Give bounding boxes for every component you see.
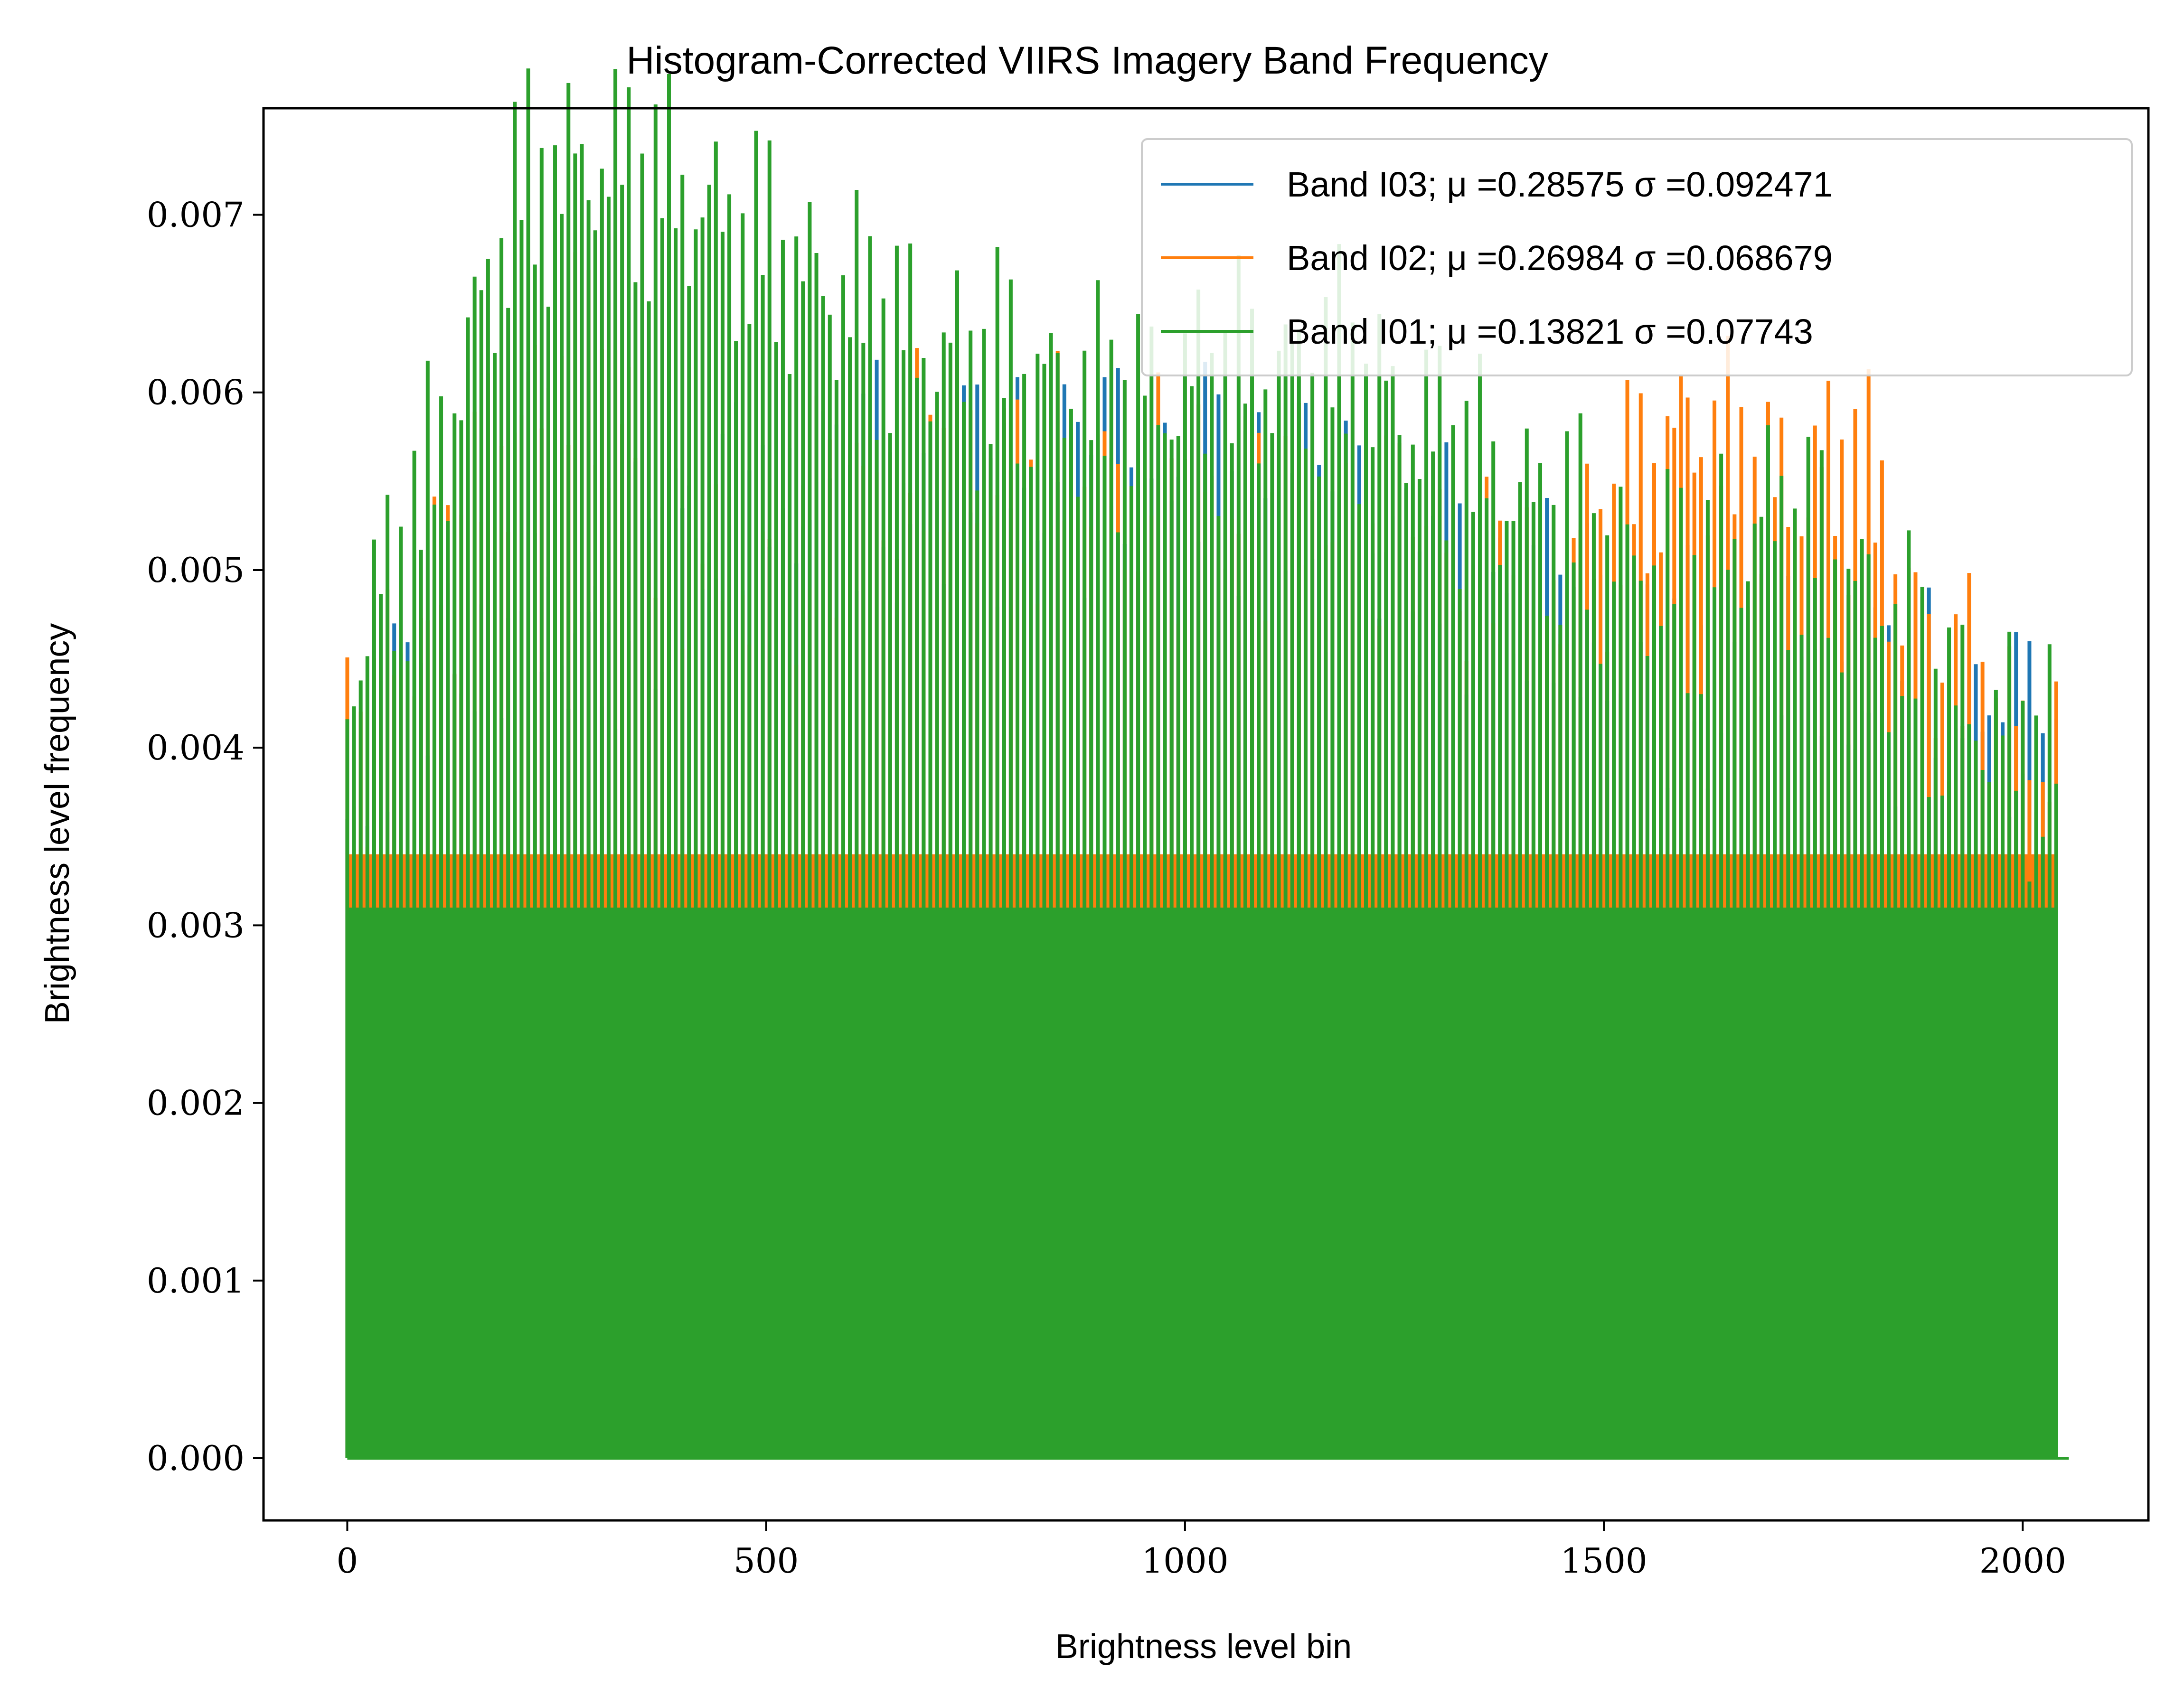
legend-label: Band I02; μ =0.26984 σ =0.068679 — [1287, 238, 1833, 278]
y-tick-label: 0.004 — [147, 728, 245, 768]
x-tick-label: 2000 — [1979, 1541, 2066, 1581]
y-tick-label: 0.002 — [147, 1083, 245, 1123]
y-tick-label: 0.007 — [147, 195, 245, 235]
x-tick-label: 1500 — [1560, 1541, 1647, 1581]
x-tick-label: 500 — [734, 1541, 799, 1581]
x-axis-label: Brightness level bin — [1055, 1628, 1352, 1666]
chart-title: Histogram-Corrected VIIRS Imagery Band F… — [626, 39, 1548, 82]
legend-box — [1141, 138, 2133, 376]
y-tick-label: 0.005 — [147, 550, 245, 590]
x-tick-label: 0 — [337, 1541, 358, 1581]
axes-frame — [262, 107, 2150, 1522]
series-base-fill — [347, 907, 2056, 1459]
axes: 0 500 1000 1500 2000 0.000 0.001 0.002 0.003 0.00… — [147, 107, 2150, 1581]
y-tick-label: 0.001 — [147, 1261, 245, 1301]
y-tick-label: 0.006 — [147, 373, 245, 412]
legend-label: Band I01; μ =0.13821 σ =0.07743 — [1287, 312, 1813, 351]
legend: Band I03; μ =0.28575 σ =0.092471 Band I02… — [1141, 138, 2133, 376]
legend-label: Band I03; μ =0.28575 σ =0.092471 — [1287, 165, 1833, 204]
x-tick-label: 1000 — [1141, 1541, 1228, 1581]
series-group-2 — [345, 68, 2058, 1459]
y-axis-label: Brightness level frequency — [38, 623, 76, 1024]
y-tick-label: 0.003 — [147, 905, 245, 945]
plot-area — [345, 68, 2069, 1460]
y-tick-label: 0.000 — [147, 1438, 245, 1478]
